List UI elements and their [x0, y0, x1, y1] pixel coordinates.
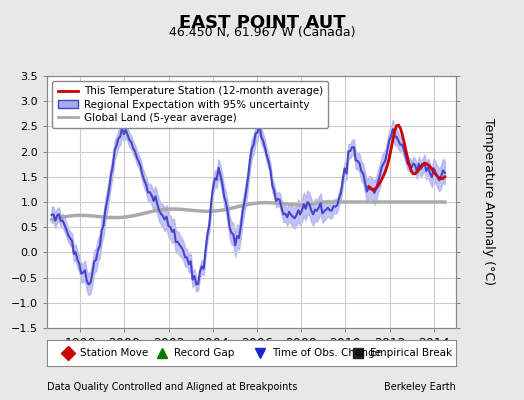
Text: Record Gap: Record Gap [174, 348, 234, 358]
Text: 46.450 N, 61.967 W (Canada): 46.450 N, 61.967 W (Canada) [169, 26, 355, 39]
Y-axis label: Temperature Anomaly (°C): Temperature Anomaly (°C) [482, 118, 495, 286]
Text: Berkeley Earth: Berkeley Earth [384, 382, 456, 392]
Text: EAST POINT AUT: EAST POINT AUT [179, 14, 345, 32]
Text: Data Quality Controlled and Aligned at Breakpoints: Data Quality Controlled and Aligned at B… [47, 382, 298, 392]
Text: Time of Obs. Change: Time of Obs. Change [272, 348, 381, 358]
Legend: This Temperature Station (12-month average), Regional Expectation with 95% uncer: This Temperature Station (12-month avera… [52, 81, 328, 128]
Text: Empirical Break: Empirical Break [370, 348, 452, 358]
Text: Station Move: Station Move [80, 348, 148, 358]
